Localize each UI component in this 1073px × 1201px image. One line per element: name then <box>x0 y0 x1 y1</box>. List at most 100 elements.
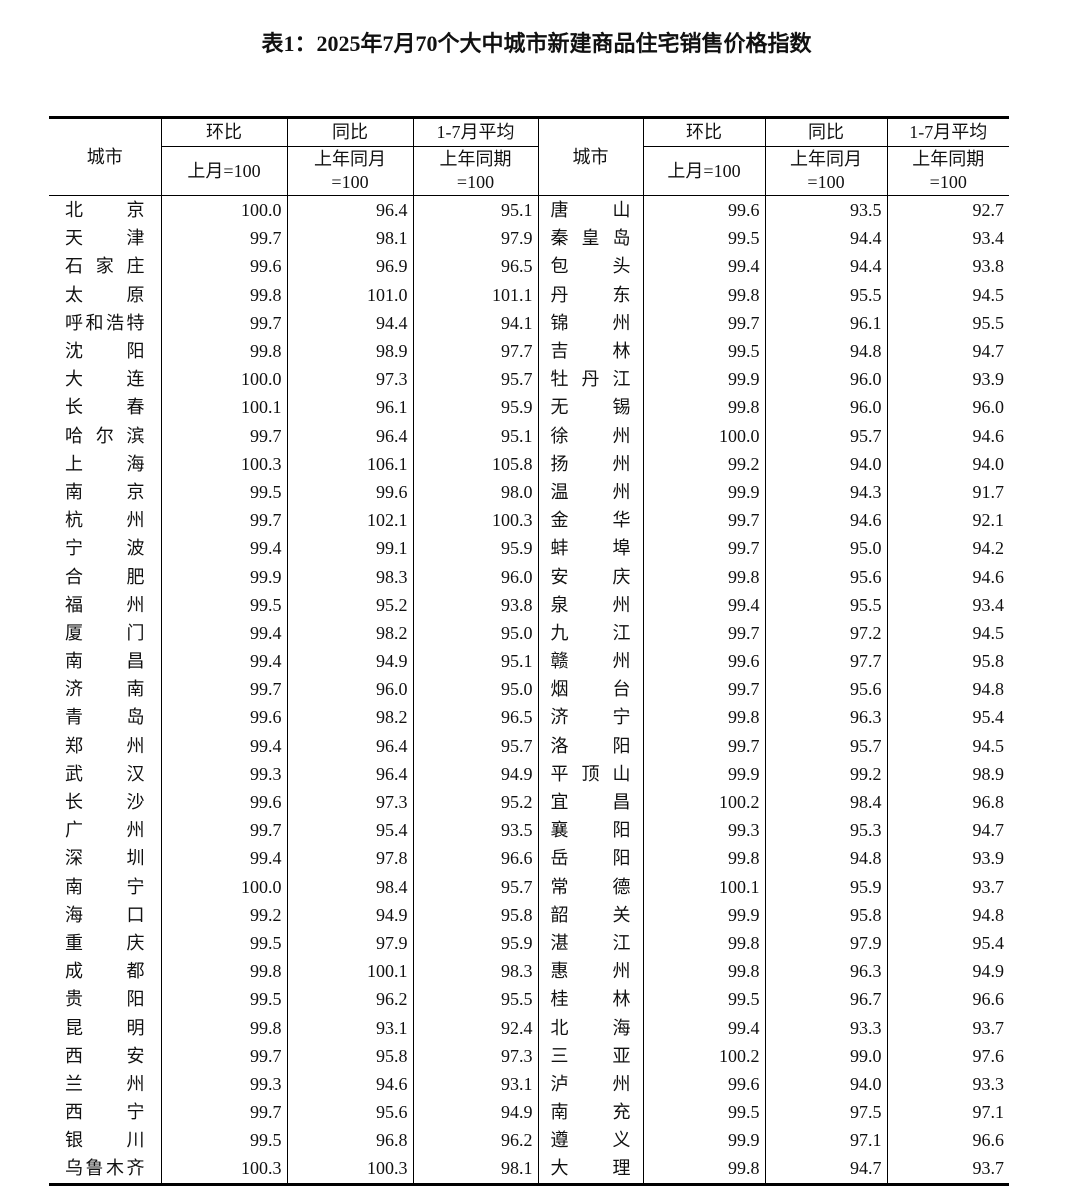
mom-cell: 99.3 <box>160 759 287 788</box>
right-city-cell: 丹东 <box>537 280 643 309</box>
right-avg-cell: 94.9 <box>886 957 1009 986</box>
right-avg-cell: 93.7 <box>886 872 1009 901</box>
yoy-cell: 94.9 <box>286 900 413 929</box>
table-row: 杭州 99.7 102.1 100.3 金华 99.7 94.6 92.1 <box>49 506 1009 535</box>
city-cell: 乌鲁木齐 <box>65 1158 145 1179</box>
mom-cell: 99.7 <box>160 675 287 704</box>
right-yoy-cell: 95.6 <box>764 562 887 591</box>
table-row: 长沙 99.6 97.3 95.2 宜昌 100.2 98.4 96.8 <box>49 787 1009 817</box>
right-yoy-cell: 97.2 <box>764 618 887 647</box>
city-cell: 长春 <box>65 397 145 418</box>
right-mom-cell: 99.9 <box>642 1126 765 1155</box>
yoy-cell: 96.4 <box>286 759 413 788</box>
table-row: 南昌 99.4 94.9 95.1 赣州 99.6 97.7 95.8 <box>49 647 1009 676</box>
yoy-cell: 100.1 <box>286 957 413 986</box>
city-cell: 杭州 <box>65 510 145 531</box>
city-cell: 武汉 <box>65 763 145 784</box>
table-row: 天津 99.7 98.1 97.9 秦皇岛 99.5 94.4 93.4 <box>49 224 1009 253</box>
table-body: 北京 100.0 96.4 95.1 唐山 99.6 93.5 92.7 天津 99.7 98.1 9… <box>49 195 1009 1185</box>
right-mom-cell: 99.4 <box>642 590 765 619</box>
mom-cell: 99.7 <box>160 224 287 253</box>
avg-cell: 94.9 <box>412 759 538 788</box>
header-avg-base: 上年同期 =100 <box>412 146 538 196</box>
table-row: 南宁 100.0 98.4 95.7 常德 100.1 95.9 93.7 <box>49 872 1009 901</box>
avg-cell: 92.4 <box>412 1013 538 1042</box>
right-avg-cell: 94.2 <box>886 534 1009 563</box>
right-mom-cell: 99.8 <box>642 393 765 422</box>
right-mom-cell: 99.7 <box>642 731 765 760</box>
table-row: 福州 99.5 95.2 93.8 泉州 99.4 95.5 93.4 <box>49 590 1009 619</box>
right-yoy-cell: 93.5 <box>764 195 887 225</box>
right-city-cell: 泉州 <box>537 590 643 619</box>
right-avg-cell: 93.7 <box>886 1154 1009 1185</box>
right-yoy-cell: 98.4 <box>764 787 887 817</box>
right-yoy-cell: 95.5 <box>764 590 887 619</box>
yoy-cell: 95.4 <box>286 816 413 845</box>
city-cell: 太原 <box>65 284 145 305</box>
table-row: 大连 100.0 97.3 95.7 牡丹江 99.9 96.0 93.9 <box>49 365 1009 394</box>
right-avg-cell: 93.3 <box>886 1069 1009 1098</box>
city-cell: 海口 <box>65 904 145 925</box>
mom-cell: 100.3 <box>160 1154 287 1185</box>
avg-cell: 97.9 <box>412 224 538 253</box>
mom-cell: 99.5 <box>160 928 287 958</box>
right-city-cell: 桂林 <box>537 985 643 1014</box>
mom-cell: 99.8 <box>160 1013 287 1042</box>
right-yoy-cell: 94.3 <box>764 477 887 507</box>
right-yoy-cell: 94.4 <box>764 224 887 253</box>
yoy-cell: 106.1 <box>286 449 413 478</box>
table-row: 石家庄 99.6 96.9 96.5 包头 99.4 94.4 93.8 <box>49 252 1009 281</box>
yoy-cell: 94.6 <box>286 1069 413 1098</box>
right-city-cell: 九江 <box>537 618 643 647</box>
avg-cell: 101.1 <box>412 280 538 309</box>
header-avg-base-right: 上年同期 =100 <box>886 146 1009 196</box>
yoy-cell: 96.4 <box>286 421 413 450</box>
right-avg-cell: 93.9 <box>886 365 1009 394</box>
right-yoy-cell: 96.1 <box>764 308 887 337</box>
right-city-cell: 韶关 <box>537 900 643 929</box>
right-yoy-cell: 95.7 <box>764 731 887 760</box>
right-city-cell: 洛阳 <box>537 731 643 760</box>
right-city-cell: 蚌埠 <box>537 534 643 563</box>
yoy-cell: 96.2 <box>286 985 413 1014</box>
table-row: 深圳 99.4 97.8 96.6 岳阳 99.8 94.8 93.9 <box>49 844 1009 873</box>
yoy-cell: 95.2 <box>286 590 413 619</box>
yoy-cell: 97.9 <box>286 928 413 958</box>
right-yoy-cell: 95.5 <box>764 280 887 309</box>
yoy-cell: 96.4 <box>286 731 413 760</box>
header-avg-base-line1: 上年同期 <box>439 149 512 169</box>
city-cell: 贵阳 <box>65 989 145 1010</box>
right-avg-cell: 93.9 <box>886 844 1009 873</box>
city-cell: 厦门 <box>65 622 145 643</box>
right-mom-cell: 99.5 <box>642 224 765 253</box>
mom-cell: 99.4 <box>160 618 287 647</box>
table-row: 长春 100.1 96.1 95.9 无锡 99.8 96.0 96.0 <box>49 393 1009 422</box>
avg-cell: 98.1 <box>412 1154 538 1185</box>
city-cell: 深圳 <box>65 848 145 869</box>
yoy-cell: 101.0 <box>286 280 413 309</box>
table-row: 上海 100.3 106.1 105.8 扬州 99.2 94.0 94.0 <box>49 449 1009 478</box>
right-avg-cell: 91.7 <box>886 477 1009 507</box>
right-avg-cell: 93.4 <box>886 590 1009 619</box>
avg-cell: 95.1 <box>412 421 538 450</box>
right-mom-cell: 99.8 <box>642 562 765 591</box>
right-mom-cell: 99.7 <box>642 534 765 563</box>
right-mom-cell: 99.4 <box>642 1013 765 1042</box>
right-avg-cell: 95.4 <box>886 703 1009 732</box>
mom-cell: 100.0 <box>160 872 287 901</box>
yoy-cell: 98.9 <box>286 336 413 366</box>
header-yoy-base-line2: =100 <box>807 172 845 192</box>
right-yoy-cell: 99.2 <box>764 759 887 788</box>
right-yoy-cell: 96.0 <box>764 365 887 394</box>
header-yoy-base: 上年同月 =100 <box>286 146 413 196</box>
right-mom-cell: 100.2 <box>642 1041 765 1070</box>
avg-cell: 95.1 <box>412 647 538 676</box>
city-cell: 南宁 <box>65 876 145 897</box>
right-mom-cell: 99.9 <box>642 365 765 394</box>
right-mom-cell: 99.5 <box>642 336 765 366</box>
yoy-cell: 98.2 <box>286 618 413 647</box>
mom-cell: 99.6 <box>160 787 287 817</box>
right-mom-cell: 100.2 <box>642 787 765 817</box>
header-yoy-base-line2: =100 <box>331 172 369 192</box>
header-yoy: 同比 <box>286 117 413 147</box>
